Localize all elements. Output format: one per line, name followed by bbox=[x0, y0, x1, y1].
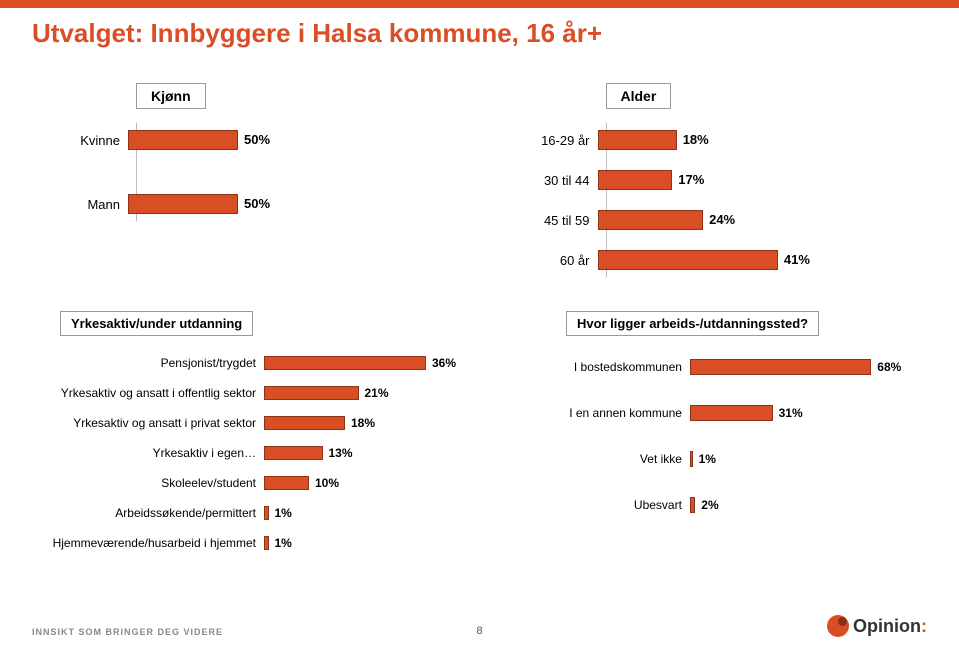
bar-fill bbox=[264, 446, 323, 460]
bar-track: 21% bbox=[264, 386, 496, 400]
bar-value: 1% bbox=[269, 506, 292, 520]
bar-row: 60 år 41% bbox=[510, 243, 920, 277]
bar-value: 31% bbox=[773, 405, 803, 421]
bar-row: I en annen kommune 31% bbox=[546, 394, 919, 432]
bar-label: 45 til 59 bbox=[510, 213, 598, 228]
yrke-label: Yrkesaktiv/under utdanning bbox=[60, 311, 253, 336]
bar-fill bbox=[690, 359, 871, 375]
bar-row: Yrkesaktiv og ansatt i privat sektor 18% bbox=[40, 408, 496, 438]
bar-track: 13% bbox=[264, 446, 496, 460]
bar-track: 10% bbox=[264, 476, 496, 490]
opinion-logo: Opinion: bbox=[827, 615, 927, 637]
header-stripe bbox=[0, 0, 959, 8]
bar-row: Vet ikke1% bbox=[546, 440, 919, 478]
bar-track: 50% bbox=[128, 194, 450, 214]
bar-value: 24% bbox=[703, 210, 735, 230]
bar-label: I bostedskommunen bbox=[546, 360, 690, 374]
logo-dot-icon bbox=[827, 615, 849, 637]
bar-fill bbox=[128, 130, 238, 150]
bar-value: 50% bbox=[238, 130, 270, 150]
bar-value: 36% bbox=[426, 356, 456, 370]
bar-track: 68% bbox=[690, 359, 919, 375]
bar-row: 45 til 59 24% bbox=[510, 203, 920, 237]
bar-label: Kvinne bbox=[40, 133, 128, 148]
bar-label: Ubesvart bbox=[546, 498, 690, 512]
bar-fill bbox=[264, 416, 345, 430]
sted-label: Hvor ligger arbeids-/utdanningssted? bbox=[566, 311, 819, 336]
bar-row: I bostedskommunen 68% bbox=[546, 348, 919, 386]
footer-tagline: INNSIKT SOM BRINGER DEG VIDERE bbox=[32, 627, 223, 637]
bar-value: 2% bbox=[695, 497, 718, 513]
bar-label: Mann bbox=[40, 197, 128, 212]
bar-track: 24% bbox=[598, 210, 920, 230]
bar-label: Yrkesaktiv i egen… bbox=[40, 446, 264, 460]
bar-label: Yrkesaktiv og ansatt i privat sektor bbox=[40, 416, 264, 430]
bar-row: Yrkesaktiv i egen… 13% bbox=[40, 438, 496, 468]
bar-fill bbox=[598, 130, 677, 150]
kjonn-label: Kjønn bbox=[136, 83, 206, 109]
alder-label: Alder bbox=[606, 83, 672, 109]
bar-value: 13% bbox=[323, 446, 353, 460]
bar-label: Yrkesaktiv og ansatt i offentlig sektor bbox=[40, 386, 264, 400]
bar-label: I en annen kommune bbox=[546, 406, 690, 420]
bar-fill bbox=[690, 405, 773, 421]
bar-value: 10% bbox=[309, 476, 339, 490]
logo-text: Opinion: bbox=[853, 616, 927, 637]
bar-fill bbox=[264, 356, 426, 370]
row-kjonn-alder: Kjønn Kvinne 50% Mann 50% Alder 16-29 år 18%… bbox=[0, 83, 959, 283]
bar-value: 21% bbox=[359, 386, 389, 400]
bar-value: 68% bbox=[871, 359, 901, 375]
bar-track: 2% bbox=[690, 497, 919, 513]
bar-label: Pensjonist/trygdet bbox=[40, 356, 264, 370]
bar-fill bbox=[264, 386, 359, 400]
bar-track: 50% bbox=[128, 130, 450, 150]
bar-track: 17% bbox=[598, 170, 920, 190]
bar-track: 18% bbox=[264, 416, 496, 430]
bar-fill bbox=[598, 250, 778, 270]
bar-value: 41% bbox=[778, 250, 810, 270]
bar-fill bbox=[598, 170, 673, 190]
bar-row: Yrkesaktiv og ansatt i offentlig sektor 2… bbox=[40, 378, 496, 408]
bar-row: Ubesvart 2% bbox=[546, 486, 919, 524]
bar-value: 1% bbox=[269, 536, 292, 550]
bar-row: Pensjonist/trygdet 36% bbox=[40, 348, 496, 378]
bar-value: 17% bbox=[672, 170, 704, 190]
sted-chart: Hvor ligger arbeids-/utdanningssted? I b… bbox=[546, 311, 919, 558]
bar-row: Arbeidssøkende/permittert 1% bbox=[40, 498, 496, 528]
bar-label: 16-29 år bbox=[510, 133, 598, 148]
bar-label: 30 til 44 bbox=[510, 173, 598, 188]
bar-fill bbox=[598, 210, 704, 230]
bar-fill bbox=[264, 476, 309, 490]
kjonn-chart: Kjønn Kvinne 50% Mann 50% bbox=[40, 83, 450, 283]
bar-row: 16-29 år 18% bbox=[510, 123, 920, 157]
title-area: Utvalget: Innbyggere i Halsa kommune, 16… bbox=[0, 0, 959, 59]
bar-track: 1% bbox=[690, 451, 919, 467]
alder-chart: Alder 16-29 år 18% 30 til 44 17% 45 til 59 24… bbox=[510, 83, 920, 283]
bar-track: 36% bbox=[264, 356, 496, 370]
bar-track: 18% bbox=[598, 130, 920, 150]
yrke-chart: Yrkesaktiv/under utdanning Pensjonist/tr… bbox=[40, 311, 496, 558]
page-number: 8 bbox=[476, 625, 482, 637]
bar-track: 1% bbox=[264, 536, 496, 550]
bar-row: Skoleelev/student 10% bbox=[40, 468, 496, 498]
bar-row: Hjemmeværende/husarbeid i hjemmet 1% bbox=[40, 528, 496, 558]
bar-track: 41% bbox=[598, 250, 920, 270]
bar-row: 30 til 44 17% bbox=[510, 163, 920, 197]
bar-row: Kvinne 50% bbox=[40, 123, 450, 157]
bar-value: 18% bbox=[677, 130, 709, 150]
bar-value: 1% bbox=[693, 451, 716, 467]
row-yrke-sted: Yrkesaktiv/under utdanning Pensjonist/tr… bbox=[0, 311, 959, 558]
bar-track: 1% bbox=[264, 506, 496, 520]
bar-fill bbox=[128, 194, 238, 214]
bar-label: Arbeidssøkende/permittert bbox=[40, 506, 264, 520]
bar-value: 50% bbox=[238, 194, 270, 214]
bar-row: Mann 50% bbox=[40, 187, 450, 221]
bar-value: 18% bbox=[345, 416, 375, 430]
bar-label: 60 år bbox=[510, 253, 598, 268]
bar-label: Hjemmeværende/husarbeid i hjemmet bbox=[40, 536, 264, 550]
bar-track: 31% bbox=[690, 405, 919, 421]
bar-label: Skoleelev/student bbox=[40, 476, 264, 490]
bar-label: Vet ikke bbox=[546, 452, 690, 466]
